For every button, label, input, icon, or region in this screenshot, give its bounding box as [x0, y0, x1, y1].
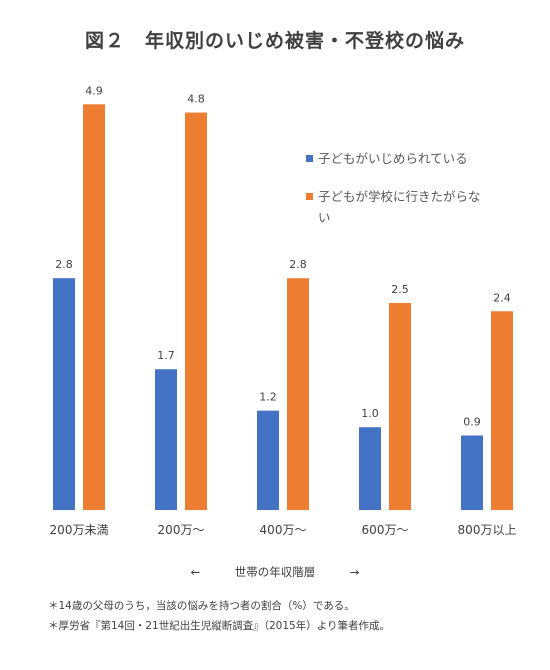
value-label-school-refusal-0: 4.9 [85, 84, 103, 97]
bar-bullied-0 [53, 278, 75, 510]
x-tick-label-3: 600万～ [362, 523, 409, 537]
x-tick-label-1: 200万～ [158, 523, 205, 537]
value-label-school-refusal-1: 4.8 [187, 93, 205, 106]
x-tick-label-0: 200万未満 [50, 523, 109, 537]
legend-swatch-school-refusal [306, 193, 313, 200]
legend-label-school-refusal: 子どもが学校に行きたがらない [318, 189, 481, 225]
bar-bullied-1 [155, 369, 177, 510]
value-label-school-refusal-3: 2.5 [391, 283, 409, 296]
value-label-school-refusal-2: 2.8 [289, 258, 307, 271]
bar-school-refusal-3 [389, 303, 411, 510]
right-arrow-icon: → [349, 565, 360, 579]
value-label-bullied-1: 1.7 [157, 349, 175, 362]
value-label-bullied-4: 0.9 [463, 415, 481, 428]
bar-bullied-2 [257, 410, 279, 510]
footnote-source: ＊厚労省『第14回・21世紀出生児縦断調査』（2015年）より筆者作成。 [48, 620, 390, 632]
left-arrow-icon: ← [190, 565, 201, 579]
legend-swatch-bullied [306, 155, 313, 162]
bar-school-refusal-4 [491, 311, 513, 510]
value-label-bullied-3: 1.0 [361, 407, 379, 420]
x-tick-label-4: 800万以上 [458, 523, 517, 537]
legend-label-bullied: 子どもがいじめられている [318, 151, 468, 166]
bar-bullied-4 [461, 435, 483, 510]
bar-school-refusal-1 [185, 112, 207, 510]
x-axis-label: 世帯の年収階層 [234, 565, 316, 579]
chart-title: 図２ 年収別のいじめ被害・不登校の悩み [84, 30, 465, 52]
value-label-bullied-2: 1.2 [259, 391, 277, 404]
value-label-school-refusal-4: 2.4 [493, 291, 511, 304]
x-tick-label-2: 400万～ [260, 523, 307, 537]
footnote-percentage: ＊14歳の父母のうち，当該の悩みを持つ者の割合（%）である。 [48, 600, 355, 612]
value-label-bullied-0: 2.8 [55, 258, 73, 271]
bar-bullied-3 [359, 427, 381, 510]
x-axis-caption: ← 世帯の年収階層 → [0, 564, 550, 580]
bar-school-refusal-0 [83, 104, 105, 510]
bar-school-refusal-2 [287, 278, 309, 510]
